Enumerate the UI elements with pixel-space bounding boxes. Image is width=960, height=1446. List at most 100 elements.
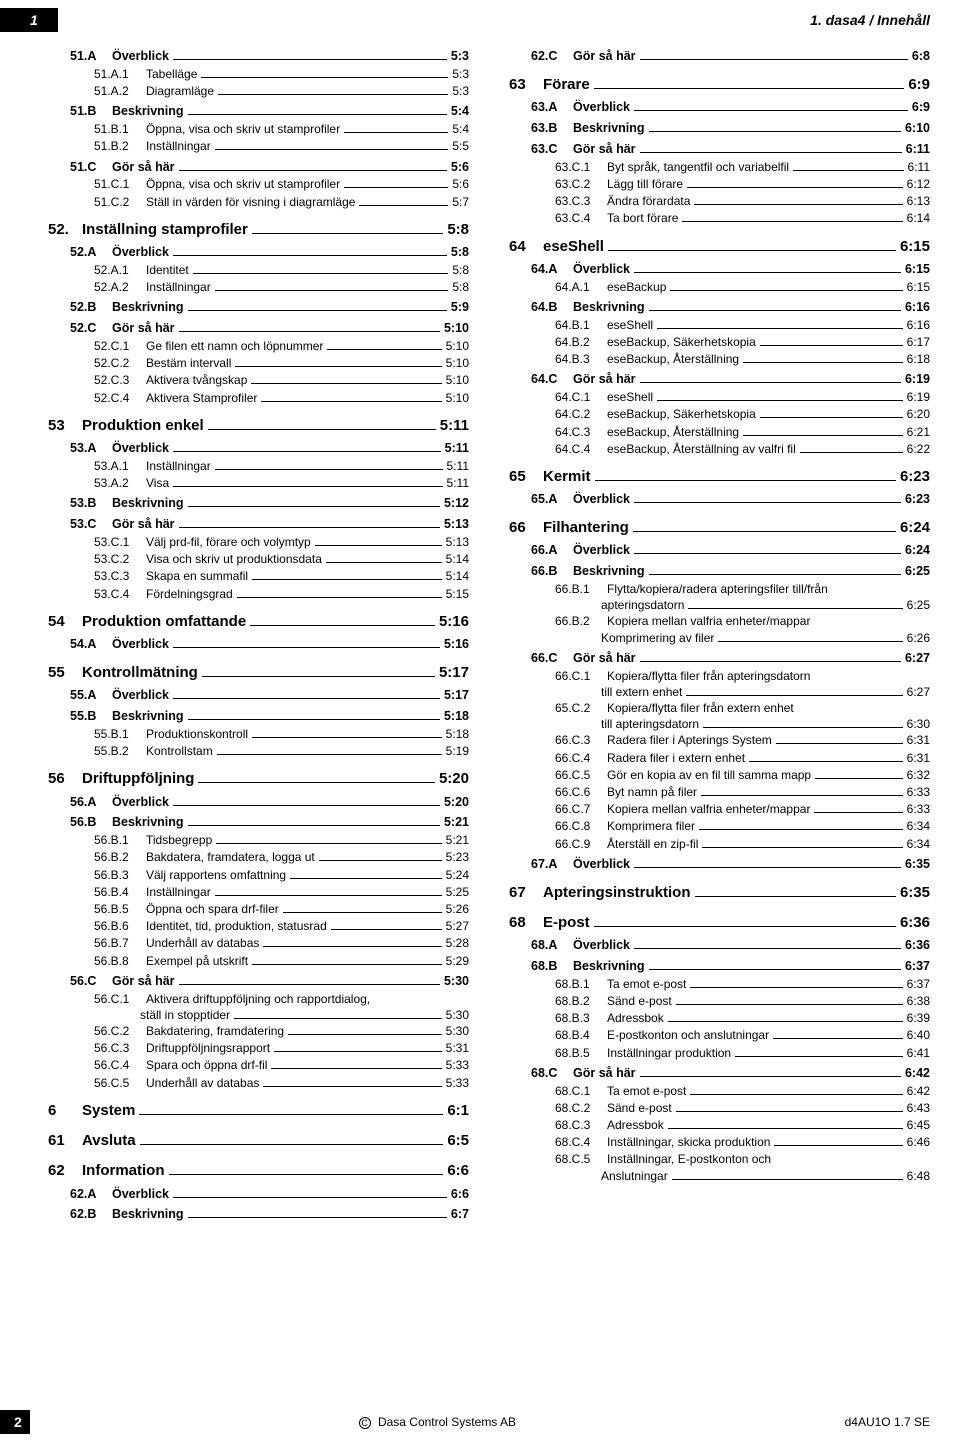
- toc-entry: 56.B.5Öppna och spara drf-filer5:26: [48, 901, 469, 917]
- toc-entry: 53Produktion enkel5:11: [48, 416, 469, 436]
- toc-entry: 63.CGör så här6:11: [509, 141, 930, 158]
- toc-number: 68.A: [531, 937, 567, 954]
- toc-number: 68.C.2: [555, 1100, 601, 1116]
- toc-page: 6:26: [907, 630, 930, 646]
- toc-page: 5:10: [446, 355, 469, 371]
- toc-number: 51.A.1: [94, 66, 140, 82]
- toc-leader: [216, 843, 441, 844]
- toc-page: 5:6: [452, 176, 469, 192]
- toc-leader: [193, 273, 449, 274]
- toc-page: 5:20: [444, 794, 469, 811]
- toc-entry: 56.AÖverblick5:20: [48, 794, 469, 811]
- toc-number: 56.B.2: [94, 849, 140, 865]
- toc-number: 54: [48, 612, 76, 632]
- toc-leader: [686, 695, 902, 696]
- toc-title: Öppna, visa och skriv ut stamprofiler: [146, 121, 340, 137]
- toc-page: 6:45: [907, 1117, 930, 1133]
- toc-entry: 52.A.2Inställningar5:8: [48, 279, 469, 295]
- toc-entry: 52.BBeskrivning5:9: [48, 299, 469, 316]
- toc-number: 62.C: [531, 48, 567, 65]
- toc-entry: 55.B.2Kontrollstam5:19: [48, 743, 469, 759]
- toc-title: Beskrivning: [573, 120, 645, 137]
- toc-page: 5:10: [444, 320, 469, 337]
- toc-page: 6:20: [907, 406, 930, 422]
- toc-number: 66.C.8: [555, 818, 601, 834]
- toc-page: 5:25: [446, 884, 469, 900]
- toc-number: 68.B.1: [555, 976, 601, 992]
- toc-title: Återställ en zip-fil: [607, 836, 698, 852]
- toc-leader: [188, 719, 440, 720]
- toc-title: Radera filer i Apterings System: [607, 732, 772, 748]
- toc-page: 6:7: [451, 1206, 469, 1223]
- toc-number: 52.A.1: [94, 262, 140, 278]
- toc-leader: [235, 366, 441, 367]
- toc-title: Aktivera driftuppföljning och rapportdia…: [146, 991, 370, 1007]
- toc-page: 6:39: [907, 1010, 930, 1026]
- toc-title: Identitet: [146, 262, 189, 278]
- toc-title: Överblick: [573, 491, 630, 508]
- toc-page: 5:14: [446, 551, 469, 567]
- toc-entry: 53.C.1Välj prd-fil, förare och volymtyp5…: [48, 534, 469, 550]
- toc-leader: [634, 948, 901, 949]
- toc-leader: [760, 345, 903, 346]
- toc-leader: [657, 328, 903, 329]
- toc-entry: 56.CGör så här5:30: [48, 973, 469, 990]
- toc-leader: [344, 187, 448, 188]
- toc-number: 68.B.2: [555, 993, 601, 1009]
- toc-entry: 64.C.2eseBackup, Säkerhetskopia6:20: [509, 406, 930, 422]
- toc-page: 6:6: [451, 1186, 469, 1203]
- toc-leader: [201, 77, 448, 78]
- toc-page: 5:11: [447, 458, 469, 474]
- toc-entry: 53.CGör så här5:13: [48, 516, 469, 533]
- toc-entry: 56Driftuppföljning5:20: [48, 769, 469, 789]
- toc-leader: [649, 574, 901, 575]
- toc-page: 6:23: [900, 467, 930, 487]
- toc-number: 62.A: [70, 1186, 106, 1203]
- toc-title: eseShell: [543, 237, 604, 257]
- toc-title: Inställningar produktion: [607, 1045, 731, 1061]
- toc-number: 56.B.4: [94, 884, 140, 900]
- toc-entry: 51.B.2Inställningar5:5: [48, 138, 469, 154]
- toc-page: 5:8: [452, 262, 469, 278]
- toc-page: 5:28: [446, 935, 469, 951]
- toc-title: Lägg till förare: [607, 176, 683, 192]
- toc-entry: 53.A.2Visa5:11: [48, 475, 469, 491]
- toc-leader: [690, 1094, 902, 1095]
- toc-leader: [252, 964, 442, 965]
- page-header: 1 1. dasa4 / Innehåll: [0, 0, 960, 32]
- toc-title: Gör så här: [573, 141, 636, 158]
- toc-title: Öppna och spara drf-filer: [146, 901, 279, 917]
- toc-page: 6:5: [447, 1131, 469, 1151]
- toc-leader: [173, 698, 440, 699]
- toc-entry: 68.C.1Ta emot e-post6:42: [509, 1083, 930, 1099]
- toc-number: 68.B.4: [555, 1027, 601, 1043]
- toc-number: 51.A.2: [94, 83, 140, 99]
- toc-number: 55.B.2: [94, 743, 140, 759]
- toc-number: 66.C.1: [555, 668, 601, 684]
- toc-title-cont: apteringsdatorn: [601, 597, 684, 613]
- toc-number: 51.B.1: [94, 121, 140, 137]
- toc-page: 5:9: [451, 299, 469, 316]
- toc-entry: 63Förare6:9: [509, 75, 930, 95]
- toc-page: 5:10: [446, 338, 469, 354]
- toc-page: 5:10: [446, 372, 469, 388]
- toc-number: 52.A.2: [94, 279, 140, 295]
- toc-number: 6: [48, 1101, 76, 1121]
- toc-title: Bakdatering, framdatering: [146, 1023, 284, 1039]
- toc-page: 6:33: [907, 801, 930, 817]
- toc-leader: [344, 132, 448, 133]
- toc-page: 6:40: [907, 1027, 930, 1043]
- toc-number: 65: [509, 467, 537, 487]
- toc-entry: 66.AÖverblick6:24: [509, 542, 930, 559]
- toc-title: Överblick: [573, 856, 630, 873]
- toc-entry: 51.AÖverblick5:3: [48, 48, 469, 65]
- toc-leader: [682, 221, 902, 222]
- toc-leader: [699, 829, 903, 830]
- toc-number: 53.C.4: [94, 586, 140, 602]
- toc-page: 6:12: [907, 176, 930, 192]
- toc-page: 6:37: [905, 958, 930, 975]
- toc-page: 6:9: [912, 99, 930, 116]
- toc-leader: [359, 205, 448, 206]
- toc-leader: [649, 131, 901, 132]
- toc-leader: [319, 860, 442, 861]
